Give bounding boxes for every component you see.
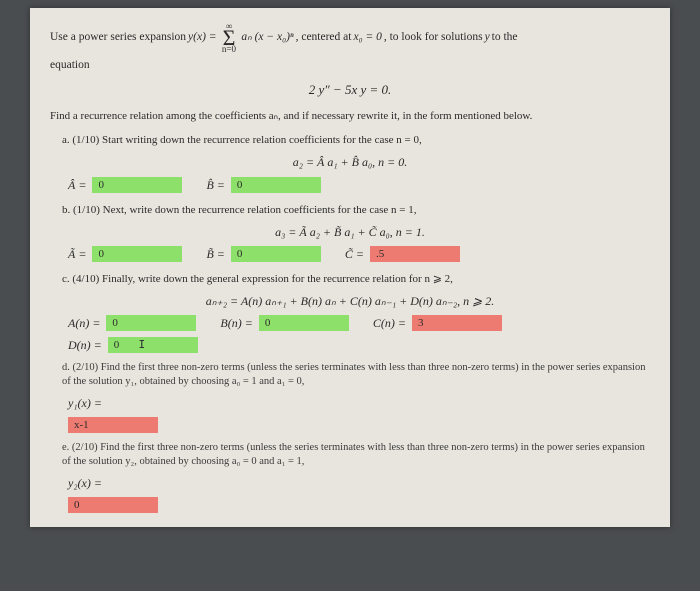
- part-b-label: b. (1/10) Next, write down the recurrenc…: [62, 203, 650, 218]
- part-c-formula: aₙ₊₂ = A(n) aₙ₊₁ + B(n) aₙ + C(n) aₙ₋₁ +…: [50, 293, 650, 309]
- d-y-input[interactable]: x-1: [68, 417, 158, 433]
- a-A-input[interactable]: 0: [92, 177, 182, 193]
- part-a-label: a. (1/10) Start writing down the recurre…: [62, 133, 650, 148]
- intro-post: , centered at: [296, 30, 352, 46]
- intro-yvar: y: [485, 30, 490, 46]
- e-y-input[interactable]: 0: [68, 497, 158, 513]
- part-e-input-row: y₂(x) =: [68, 475, 650, 491]
- text-cursor: I: [139, 338, 146, 351]
- intro-line: Use a power series expansion y(x) = ∞ Σ …: [50, 22, 650, 54]
- part-a-inputs: Â = 0 B̂ = 0: [68, 177, 650, 193]
- c-Dn-label: D(n) =: [68, 337, 102, 353]
- equation-word: equation: [50, 58, 650, 74]
- intro-tail: , to look for solutions: [384, 30, 483, 46]
- a-A-label: Â =: [68, 177, 86, 193]
- b-A-label: Ã =: [68, 246, 86, 262]
- a-B-input[interactable]: 0: [231, 177, 321, 193]
- b-B-label: B̃ =: [206, 246, 224, 262]
- c-An-label: A(n) =: [68, 315, 100, 331]
- part-c-label: c. (4/10) Finally, write down the genera…: [62, 272, 650, 287]
- d-y-label: y₁(x) =: [68, 395, 102, 411]
- part-b-inputs: Ã = 0 B̃ = 0 C̃ = .5: [68, 246, 650, 262]
- sigma-sum: ∞ Σ n=0: [221, 22, 238, 54]
- a-B-label: B̂ =: [206, 177, 224, 193]
- intro-term: aₙ (x − x₀)ⁿ: [241, 30, 293, 46]
- b-B-input[interactable]: 0: [231, 246, 321, 262]
- c-Bn-label: B(n) =: [220, 315, 252, 331]
- part-d-input-row: y₁(x) =: [68, 395, 650, 411]
- b-A-input[interactable]: 0: [92, 246, 182, 262]
- find-text: Find a recurrence relation among the coe…: [50, 109, 650, 124]
- intro-text: Use a power series expansion: [50, 30, 186, 46]
- c-Cn-input[interactable]: 3: [412, 315, 502, 331]
- e-y-label: y₂(x) =: [68, 475, 102, 491]
- part-d-label: d. (2/10) Find the first three non-zero …: [62, 361, 650, 388]
- sigma-symbol: Σ: [223, 30, 236, 45]
- part-c-inputs-2: D(n) = 0 I: [68, 337, 650, 353]
- sum-bottom: n=0: [222, 45, 236, 53]
- b-C-label: C̃ =: [345, 246, 364, 262]
- part-b-formula: a₃ = Ã a₂ + B̃ a₁ + C̃ a₀, n = 1.: [50, 224, 650, 240]
- worksheet-page: Use a power series expansion y(x) = ∞ Σ …: [30, 8, 670, 527]
- c-Bn-input[interactable]: 0: [259, 315, 349, 331]
- intro-yx: y(x) =: [188, 30, 217, 46]
- b-C-input[interactable]: .5: [370, 246, 460, 262]
- part-a-formula: a₂ = Â a₁ + B̂ a₀, n = 0.: [50, 154, 650, 170]
- intro-x0: x₀ = 0: [353, 30, 381, 46]
- c-Dn-input[interactable]: 0 I: [108, 337, 198, 353]
- part-e-label: e. (2/10) Find the first three non-zero …: [62, 441, 650, 468]
- part-c-inputs-1: A(n) = 0 B(n) = 0 C(n) = 3: [68, 315, 650, 331]
- c-Cn-label: C(n) =: [373, 315, 406, 331]
- intro-tail2: to the: [492, 30, 518, 46]
- main-equation: 2 y″ − 5x y = 0.: [50, 81, 650, 99]
- c-An-input[interactable]: 0: [106, 315, 196, 331]
